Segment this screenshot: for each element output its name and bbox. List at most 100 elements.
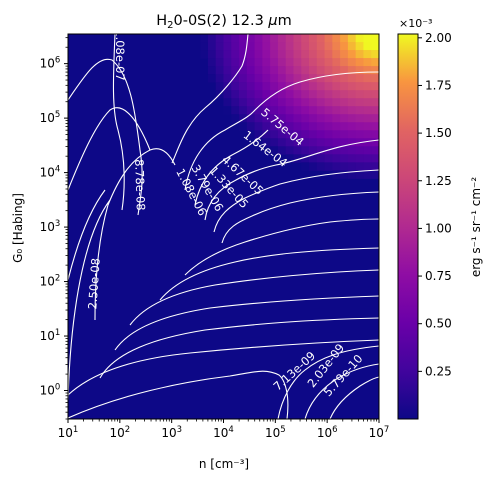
heatmap-cell [316, 42, 326, 51]
heatmap-cell [223, 66, 232, 75]
heatmap-cell [316, 162, 326, 171]
heatmap-cell [293, 34, 302, 43]
heatmap-cell [223, 82, 232, 91]
heatmap-cell [270, 114, 279, 123]
heatmap-cell [347, 90, 357, 99]
contour-line-16 [114, 295, 379, 351]
heatmap-cell [285, 58, 294, 67]
heatmap-cell [316, 74, 326, 83]
heatmap-cell [285, 146, 294, 155]
colorbar-tick-label: 1.00 [425, 221, 452, 235]
heatmap-cell [262, 130, 271, 139]
heatmap-cell [340, 106, 349, 115]
heatmap-cell [363, 146, 372, 155]
heatmap-cell [277, 74, 287, 83]
colorbar-tick-label: 1.50 [425, 126, 452, 140]
heatmap-cell [293, 66, 302, 75]
heatmap-cell [293, 42, 302, 51]
heatmap-cell [324, 58, 333, 67]
heatmap-cell [277, 138, 287, 147]
heatmap-cell [309, 66, 318, 75]
heatmap-cell [293, 154, 302, 163]
contour-line-4 [94, 148, 176, 321]
heatmap-cell [309, 82, 318, 91]
heatmap-cell [277, 66, 287, 75]
heatmap-cell [200, 50, 209, 59]
colorbar-tick-label: 1.25 [425, 174, 452, 188]
heatmap-cell [355, 170, 364, 179]
heatmap-cell [262, 58, 271, 67]
heatmap-cell [246, 114, 256, 123]
heatmap-cell [301, 82, 310, 91]
contour-label-1: 1.08e-07 [113, 29, 127, 80]
heatmap-cell [301, 42, 310, 51]
heatmap-cell [371, 82, 379, 91]
heatmap-cell [340, 162, 349, 171]
heatmap-cell [270, 58, 279, 67]
y-tick-label: 106 [40, 56, 61, 71]
colorbar-label: erg s⁻¹ sr⁻¹ cm⁻² [469, 177, 483, 278]
heatmap-cell [277, 114, 287, 123]
heatmap-cell [254, 114, 263, 123]
heatmap-cell [363, 82, 372, 91]
x-axis-label: n [cm⁻³] [199, 457, 249, 471]
x-tick-label: 106 [317, 425, 338, 440]
heatmap-cell [363, 98, 372, 107]
heatmap-cell [340, 90, 349, 99]
heatmap-cell [340, 138, 349, 147]
heatmap-cell [355, 154, 364, 163]
heatmap-cell [285, 82, 294, 91]
heatmap-cell [200, 34, 209, 43]
heatmap-cell [316, 66, 326, 75]
heatmap-cell [309, 106, 318, 115]
heatmap-cell [301, 162, 310, 171]
heatmap-cell [355, 74, 364, 83]
heatmap-cell [301, 58, 310, 67]
heatmap-cell [340, 50, 349, 59]
heatmap-cell [262, 114, 271, 123]
heatmap-cell [309, 162, 318, 171]
heatmap-cell [363, 106, 372, 115]
heatmap-cell [309, 34, 318, 43]
contour-line-19 [68, 370, 289, 419]
heatmap-cell [355, 90, 364, 99]
heatmap-cell [254, 74, 263, 83]
heatmap-cell [309, 58, 318, 67]
heatmap-cell [340, 170, 349, 179]
heatmap-cell [277, 90, 287, 99]
heatmap-cell [277, 98, 287, 107]
heatmap-cell [347, 146, 357, 155]
heatmap-cell [246, 98, 256, 107]
heatmap-cell [347, 130, 357, 139]
heatmap-cell [301, 74, 310, 83]
heatmap-cell [355, 42, 364, 51]
heatmap-cell [340, 82, 349, 91]
heatmap-cell [239, 114, 248, 123]
heatmap-cell [363, 42, 372, 51]
heatmap-cell [332, 74, 341, 83]
heatmap-cell [231, 98, 240, 107]
heatmap-cell [239, 50, 248, 59]
heatmap-cell [239, 66, 248, 75]
heatmap-cell [371, 130, 379, 139]
heatmap-cell [332, 114, 341, 123]
heatmap-cell [340, 74, 349, 83]
chart-title: H20-0S(2) 12.3 μm [156, 13, 292, 31]
heatmap-cell [215, 34, 224, 43]
heatmap-cell [285, 42, 294, 51]
heatmap-cell [324, 50, 333, 59]
contour-line-6 [68, 199, 111, 401]
heatmap-cell [347, 114, 357, 123]
heatmap-cell [223, 42, 232, 51]
heatmap-cell [285, 66, 294, 75]
heatmap-cell [363, 154, 372, 163]
contour-label-2: 8.78e-08 [132, 159, 148, 211]
x-axis: 101 102 103 104 105 106 107 [58, 419, 389, 440]
heatmap-cell [293, 90, 302, 99]
heatmap-cell [332, 146, 341, 155]
heatmap-cell [231, 58, 240, 67]
heatmap-cell [309, 42, 318, 51]
heatmap-cell [293, 130, 302, 139]
y-axis-label: G₀ [Habing] [11, 193, 25, 263]
contour-line-9 [194, 129, 269, 206]
